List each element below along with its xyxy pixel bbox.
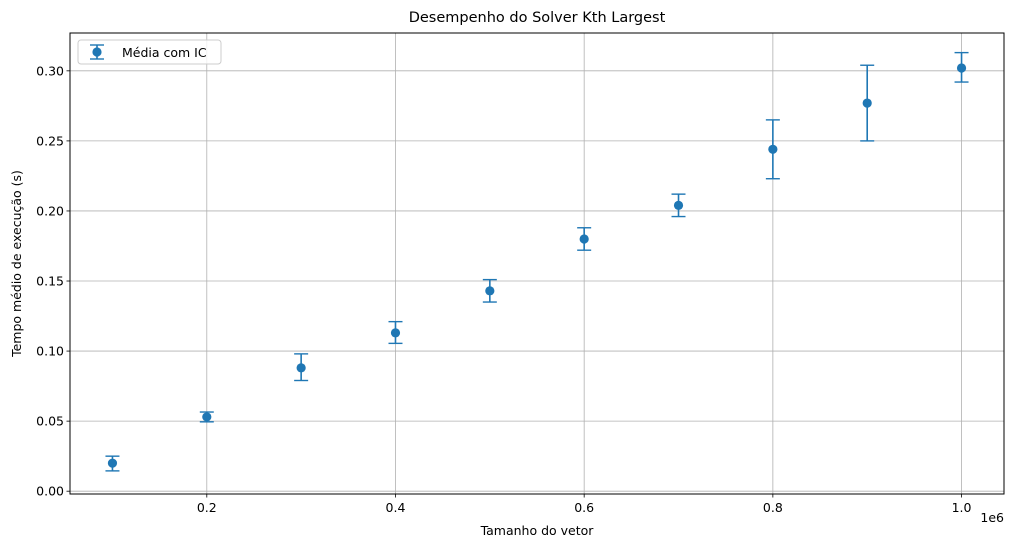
x-axis-label: Tamanho do vetor	[480, 523, 595, 538]
x-tick-label: 0.6	[574, 500, 594, 515]
y-tick-label: 0.10	[36, 344, 64, 359]
x-tick-label: 0.8	[763, 500, 783, 515]
x-tick-label: 1.0	[952, 500, 972, 515]
legend-box	[77, 39, 222, 65]
data-point	[390, 328, 401, 338]
x-axis-offset-label: 1e6	[980, 510, 1004, 525]
legend-entry-label: Média com IC	[122, 45, 207, 60]
x-tick-label: 0.4	[386, 500, 406, 515]
data-point	[956, 63, 967, 73]
data-point	[579, 234, 589, 244]
data-point	[862, 98, 872, 108]
data-point	[485, 286, 495, 296]
data-point	[768, 144, 778, 154]
y-tick-label: 0.20	[36, 203, 64, 218]
data-point	[202, 412, 212, 422]
grid	[70, 33, 1004, 494]
chart-title: Desempenho do Solver Kth Largest	[409, 10, 666, 26]
plot-frame	[69, 32, 1005, 495]
axes-ticks: 0.2 0.4 0.6 0.8 1.0 0.00 0.05 0.10 0.15 0.20 0.25 0…	[36, 63, 971, 515]
y-tick-label: 0.15	[36, 274, 64, 289]
data-point	[107, 458, 118, 468]
legend: Média com IC	[77, 39, 222, 65]
y-axis-label: Tempo médio de execução (s)	[9, 170, 24, 358]
y-tick-label: 0.05	[36, 414, 64, 429]
legend-point	[92, 47, 102, 57]
y-tick-label: 0.00	[36, 484, 64, 499]
data-point	[296, 363, 306, 373]
legend-marker	[90, 44, 104, 60]
y-tick-label: 0.25	[36, 133, 64, 148]
data-point	[673, 200, 684, 210]
x-tick-label: 0.2	[197, 500, 217, 515]
plot-marks	[105, 51, 969, 472]
y-tick-label: 0.30	[36, 63, 64, 78]
